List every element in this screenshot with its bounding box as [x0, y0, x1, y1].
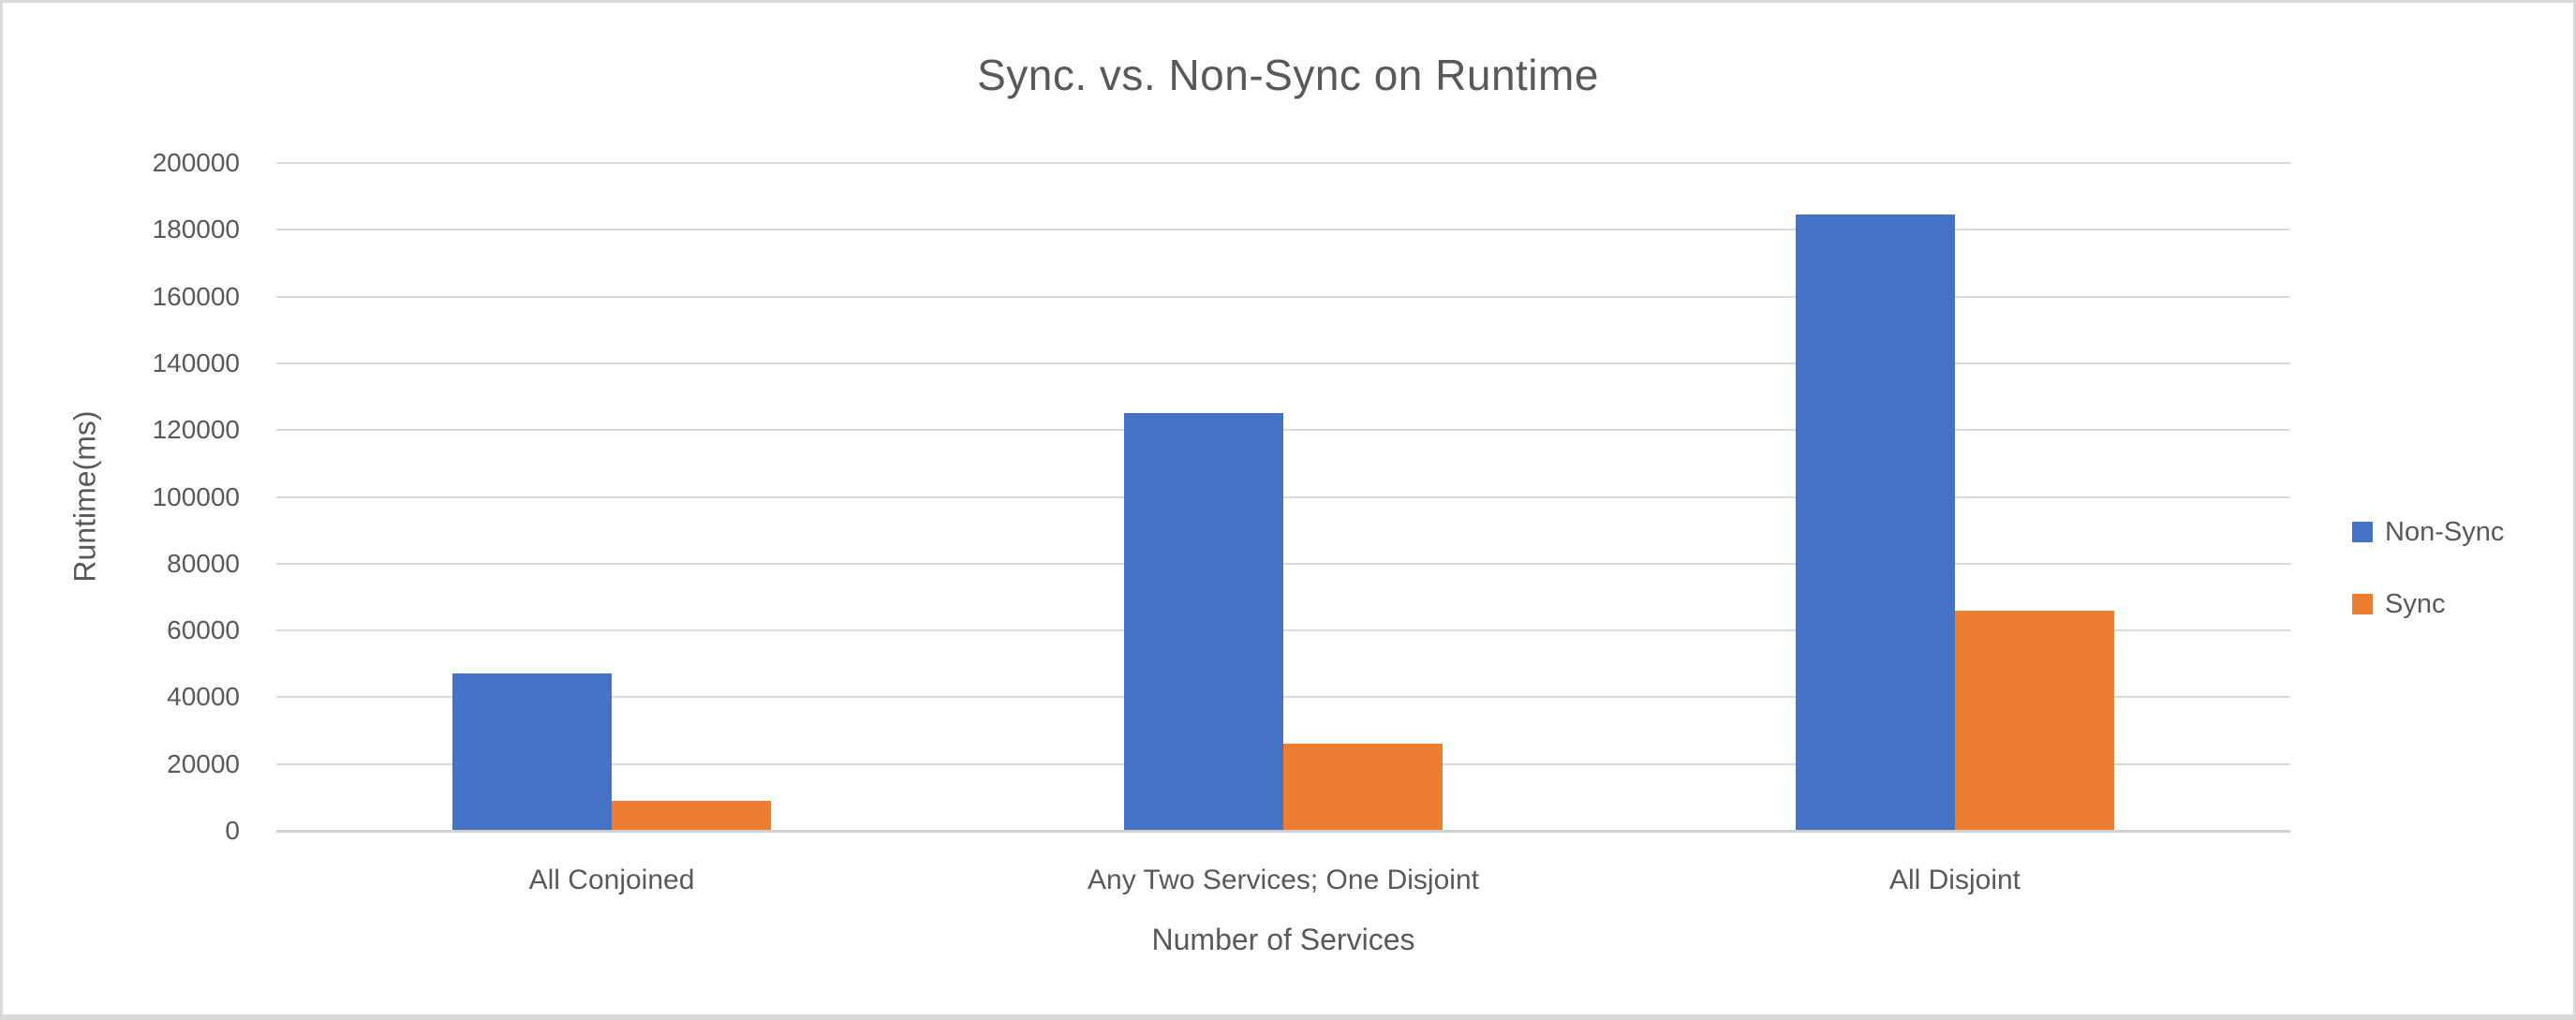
gridline — [276, 629, 2290, 632]
y-tick-label: 200000 — [152, 148, 240, 177]
bar-non-sync-any-two-services-one-disjoint — [1124, 413, 1283, 831]
y-tick-label: 80000 — [167, 548, 240, 578]
y-tick-label: 120000 — [152, 415, 240, 445]
gridline — [276, 295, 2290, 298]
legend: Non-Sync Sync — [2352, 513, 2504, 623]
gridline — [276, 696, 2290, 699]
gridline — [276, 162, 2290, 164]
gridline — [276, 562, 2290, 565]
gridline — [276, 429, 2290, 432]
y-tick-label: 160000 — [152, 281, 240, 311]
chart-title: Sync. vs. Non-Sync on Runtime — [977, 51, 1599, 99]
x-axis-title: Number of Services — [1151, 923, 1415, 956]
legend-swatch-non-sync — [2352, 522, 2373, 542]
y-tick-label: 140000 — [152, 347, 240, 377]
x-category-label: All Disjoint — [1888, 865, 2021, 895]
y-tick-label: 0 — [225, 816, 240, 845]
bar-sync-all-conjoined — [612, 801, 771, 831]
gridline — [276, 229, 2290, 231]
y-tick-label: 60000 — [167, 615, 240, 645]
y-tick-label: 40000 — [167, 682, 240, 712]
bar-non-sync-all-disjoint — [1796, 214, 1955, 831]
legend-swatch-sync — [2352, 594, 2373, 614]
bar-non-sync-all-conjoined — [452, 673, 612, 831]
gridline — [276, 362, 2290, 364]
legend-item-non-sync: Non-Sync — [2352, 513, 2504, 551]
legend-label-sync: Sync — [2385, 588, 2446, 619]
legend-item-sync: Sync — [2352, 585, 2504, 623]
gridline — [276, 495, 2290, 498]
legend-label-non-sync: Non-Sync — [2385, 516, 2505, 547]
bar-sync-all-disjoint — [1955, 611, 2114, 831]
y-tick-label: 20000 — [167, 748, 240, 778]
x-axis-line — [276, 830, 2290, 833]
y-tick-label: 100000 — [152, 481, 240, 511]
x-category-label: All Conjoined — [528, 865, 695, 895]
bar-sync-any-two-services-one-disjoint — [1283, 744, 1443, 831]
x-category-label: Any Two Services; One Disjoint — [1088, 865, 1479, 895]
y-tick-label: 180000 — [152, 214, 240, 244]
